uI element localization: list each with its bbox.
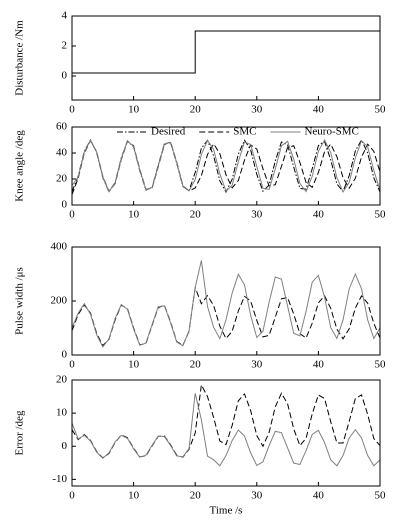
x-tick-label: 10 [128,359,140,371]
x-tick-label: 50 [375,359,387,371]
x-tick-label: 50 [375,104,387,116]
x-tick-label: 0 [69,104,75,116]
y-tick-label: 0 [62,349,68,361]
plot-frame [71,15,381,101]
y-axis-label: Knee angle /deg [14,130,26,202]
y-tick-label: 20 [56,173,68,185]
x-tick-label: 30 [251,359,263,371]
data-line [71,260,381,348]
x-tick-label: 10 [128,490,140,502]
legend-label: Desired [151,126,186,138]
y-tick-label: 4 [62,10,68,22]
x-tick-label: 10 [128,104,140,116]
x-tick-label: 0 [69,209,75,221]
x-tick-label: 40 [313,490,325,502]
x-tick-label: 30 [251,104,263,116]
x-tick-label: 10 [128,209,140,221]
x-tick-label: 50 [375,209,387,221]
y-tick-label: 0 [62,70,68,82]
data-line [71,383,381,459]
x-tick-label: 40 [313,209,325,221]
data-line [71,393,381,467]
y-tick-label: 2 [62,40,68,52]
y-tick-label: 400 [51,241,68,253]
y-tick-label: -10 [52,473,67,485]
y-tick-label: 40 [56,147,68,159]
x-tick-label: 30 [251,490,263,502]
y-tick-label: 60 [56,121,68,133]
data-line [72,30,380,74]
plot-frame [71,379,381,487]
x-tick-label: 40 [313,359,325,371]
x-tick-label: 30 [251,209,263,221]
y-axis-label: Disturbance /Nm [14,20,26,96]
x-axis-label: Time /s [210,505,243,517]
y-axis-label: Error /deg [14,410,26,455]
y-tick-label: 0 [62,199,68,211]
x-tick-label: 20 [190,490,202,502]
x-tick-label: 20 [190,104,202,116]
y-tick-label: 20 [56,374,68,386]
y-tick-label: 10 [56,407,68,419]
x-tick-label: 0 [69,490,75,502]
x-tick-label: 0 [69,359,75,371]
legend-label: Neuro-SMC [304,126,358,138]
data-line [71,138,381,193]
y-tick-label: 0 [62,440,68,452]
x-tick-label: 40 [313,104,325,116]
legend-label: SMC [233,126,256,138]
x-tick-label: 20 [190,209,202,221]
x-tick-label: 50 [375,490,387,502]
plot-frame [71,126,381,206]
y-tick-label: 200 [51,295,68,307]
data-line [71,139,381,195]
data-line [71,287,381,347]
x-tick-label: 20 [190,359,202,371]
plot-frame [71,246,381,356]
y-axis-label: Pulse width /μs [14,267,26,335]
